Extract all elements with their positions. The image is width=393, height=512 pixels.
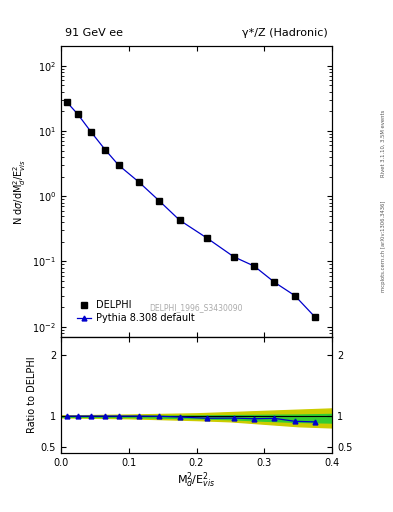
X-axis label: M$^2_d$/E$^2_{vis}$: M$^2_d$/E$^2_{vis}$	[177, 471, 216, 490]
Pythia 8.308 default	[89, 130, 94, 136]
DELPHI	[272, 279, 277, 285]
DELPHI	[177, 217, 182, 223]
Line: DELPHI: DELPHI	[63, 99, 318, 321]
DELPHI	[204, 235, 209, 241]
DELPHI	[103, 146, 107, 153]
Pythia 8.308 default	[313, 314, 318, 320]
Pythia 8.308 default	[136, 179, 141, 185]
DELPHI	[89, 130, 94, 136]
Pythia 8.308 default	[177, 217, 182, 223]
Pythia 8.308 default	[116, 162, 121, 168]
Pythia 8.308 default	[157, 198, 162, 204]
Pythia 8.308 default	[75, 111, 80, 117]
Y-axis label: Ratio to DELPHI: Ratio to DELPHI	[26, 357, 37, 433]
Pythia 8.308 default	[292, 292, 297, 298]
Y-axis label: N d$\sigma$/dM$^2_d$/E$^2_{vis}$: N d$\sigma$/dM$^2_d$/E$^2_{vis}$	[11, 158, 28, 225]
DELPHI	[292, 292, 297, 298]
Pythia 8.308 default	[64, 99, 69, 105]
DELPHI	[252, 263, 257, 269]
Legend: DELPHI, Pythia 8.308 default: DELPHI, Pythia 8.308 default	[74, 297, 198, 326]
Pythia 8.308 default	[231, 254, 236, 260]
Text: mcplots.cern.ch [arXiv:1306.3436]: mcplots.cern.ch [arXiv:1306.3436]	[381, 200, 386, 291]
DELPHI	[313, 314, 318, 320]
Pythia 8.308 default	[103, 146, 107, 153]
DELPHI	[231, 254, 236, 260]
Line: Pythia 8.308 default: Pythia 8.308 default	[64, 99, 318, 319]
DELPHI	[64, 99, 69, 105]
Text: Rivet 3.1.10, 3.5M events: Rivet 3.1.10, 3.5M events	[381, 110, 386, 177]
Text: DELPHI_1996_S3430090: DELPHI_1996_S3430090	[150, 303, 243, 312]
DELPHI	[116, 162, 121, 168]
Text: 91 GeV ee: 91 GeV ee	[65, 28, 123, 38]
Pythia 8.308 default	[204, 235, 209, 241]
DELPHI	[75, 111, 80, 117]
DELPHI	[136, 179, 141, 185]
Text: γ*/Z (Hadronic): γ*/Z (Hadronic)	[242, 28, 328, 38]
Pythia 8.308 default	[252, 263, 257, 269]
Pythia 8.308 default	[272, 279, 277, 285]
DELPHI	[157, 198, 162, 204]
